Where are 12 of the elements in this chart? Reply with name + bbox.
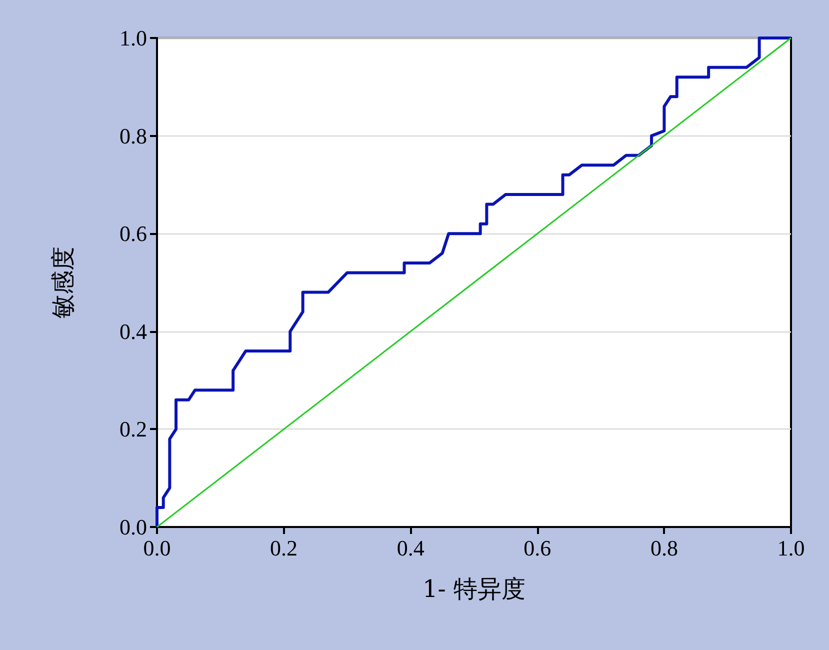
x-tick-label: 0.4 <box>396 536 424 560</box>
y-tick-label: 0.2 <box>120 416 147 442</box>
x-axis-title: 1- 特异度 <box>422 575 526 603</box>
y-tick-label: 1.0 <box>120 26 147 50</box>
y-tick-label: 0.8 <box>120 123 147 148</box>
y-tick-label: 0.6 <box>120 221 147 246</box>
x-tick-label: 0.8 <box>650 536 678 560</box>
x-tick-label: 1.0 <box>777 536 805 560</box>
x-tick-label: 0.2 <box>270 536 298 560</box>
y-tick-label: 0.4 <box>120 318 147 344</box>
x-tick-label: 0.6 <box>524 536 552 560</box>
y-axis-title: 敏感度 <box>49 246 77 318</box>
